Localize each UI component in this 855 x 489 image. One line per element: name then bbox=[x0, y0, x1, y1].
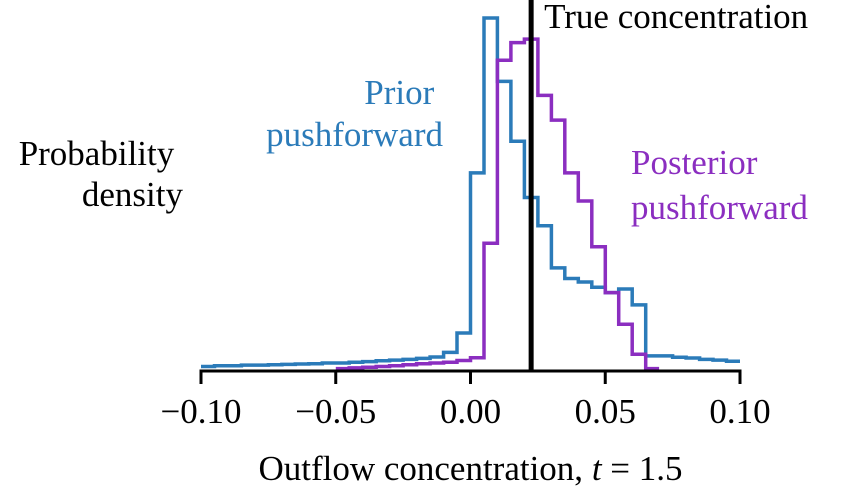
true-concentration-label: True concentration bbox=[544, 0, 808, 36]
x-tick-label: −0.10 bbox=[161, 392, 242, 431]
prior-label-line-1: Prior bbox=[364, 73, 434, 112]
y-axis-label: Probability density bbox=[19, 134, 184, 214]
x-label-variable: t bbox=[592, 449, 603, 488]
x-tick-label: 0.05 bbox=[575, 392, 636, 431]
x-tick-label: 0.10 bbox=[709, 392, 770, 431]
posterior-label-line-2: pushforward bbox=[631, 188, 808, 227]
x-axis-label: Outflow concentration, t = 1.5 bbox=[258, 449, 682, 488]
prior-label-line-2: pushforward bbox=[266, 115, 443, 154]
prior-pushforward-label: Prior pushforward bbox=[266, 73, 443, 154]
x-tick-label: −0.05 bbox=[295, 392, 376, 431]
x-ticks: −0.10 −0.05 0.00 0.05 0.10 bbox=[161, 370, 771, 431]
x-label-value: = 1.5 bbox=[602, 449, 683, 488]
x-label-main: Outflow concentration, bbox=[258, 449, 591, 488]
prior-pushforward-histogram bbox=[201, 16, 740, 369]
posterior-pushforward-label: Posterior pushforward bbox=[631, 143, 808, 227]
x-tick-label: 0.00 bbox=[440, 392, 501, 431]
series-layer bbox=[201, 16, 740, 371]
y-label-line-1: Probability bbox=[19, 134, 175, 173]
posterior-pushforward-histogram bbox=[335, 37, 660, 371]
y-label-line-2: density bbox=[82, 175, 184, 214]
posterior-label-line-1: Posterior bbox=[631, 143, 758, 182]
